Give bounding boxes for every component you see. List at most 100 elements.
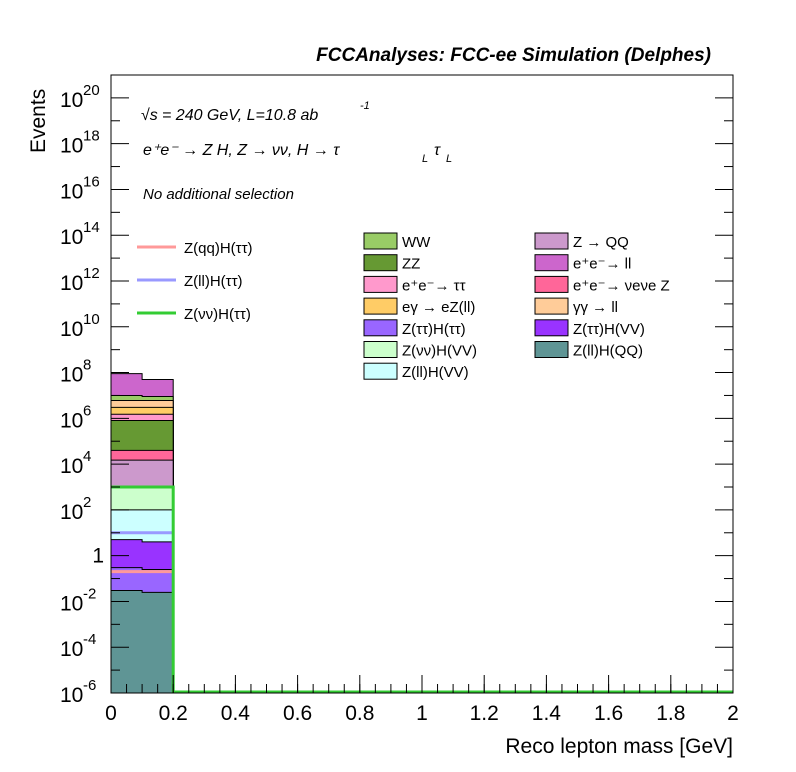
legend-bkg-item: Z(ll)H(QQ) (534, 341, 643, 360)
svg-text:10: 10 (60, 180, 83, 203)
svg-text:-4: -4 (83, 631, 96, 648)
tau-subscript-2: L (446, 153, 452, 165)
svg-text:14: 14 (83, 219, 100, 236)
svg-text:8: 8 (83, 357, 91, 374)
svg-text:Z(ττ)H(VV): Z(ττ)H(VV) (573, 321, 645, 338)
legend-bkg-item: Z(ττ)H(VV) (534, 319, 645, 338)
legend-signal-item: Z(ll)H(ττ) (137, 273, 243, 290)
annotation-process: e⁺e⁻ → Z H, Z → νν, H → τ L τ L (143, 142, 452, 165)
svg-text:6: 6 (83, 402, 91, 419)
svg-text:e⁺e⁻→ νeνe Z: e⁺e⁻→ νeνe Z (573, 277, 670, 294)
legend-bkg-item: e⁺e⁻→ ττ (363, 275, 466, 294)
svg-text:10: 10 (60, 638, 83, 661)
svg-text:10: 10 (60, 272, 83, 295)
svg-text:4: 4 (83, 448, 91, 465)
bar-12 (110, 590, 174, 694)
y-tick-label: 10 -2 (60, 585, 96, 615)
svg-text:20: 20 (83, 82, 100, 99)
x-tick-label: 1 (416, 702, 428, 725)
y-tick-label: 10 10 (60, 311, 100, 341)
y-axis-label: Events (27, 89, 50, 153)
svg-text:Z(ll)H(VV): Z(ll)H(VV) (402, 364, 469, 381)
sqrt-s-symbol: √s (141, 107, 158, 124)
x-tick-label: 1.4 (532, 702, 562, 725)
signal-line-2 (111, 485, 733, 694)
svg-text:10: 10 (60, 89, 83, 112)
y-tick-label: 10 20 (60, 82, 100, 112)
x-tick-label: 0.4 (221, 702, 251, 725)
svg-text:Z(qq)H(ττ): Z(qq)H(ττ) (184, 240, 253, 257)
x-axis: 0 0.2 0.4 0.6 0.8 1 1.2 1.4 1.6 1.8 2 (105, 675, 739, 725)
svg-text:10: 10 (60, 592, 83, 615)
svg-text:12: 12 (83, 265, 100, 282)
svg-text:2: 2 (83, 494, 91, 511)
legend-bkg-item: Z(ll)H(VV) (363, 362, 469, 381)
svg-text:Z(νν)H(ττ): Z(νν)H(ττ) (184, 306, 251, 323)
legend-bkg-item: e⁺e⁻→ νeνe Z (534, 275, 670, 294)
legend-bkg-item: γγ → ll (534, 297, 618, 316)
x-tick-label: 1.8 (656, 702, 685, 725)
svg-text:Z(ll)H(QQ): Z(ll)H(QQ) (573, 343, 643, 360)
legend-bkg-item: ZZ (363, 254, 420, 273)
x-tick-label: 0 (105, 702, 117, 725)
y-tick-label: 10 14 (60, 219, 100, 249)
svg-text:e⁺e⁻→ ττ: e⁺e⁻→ ττ (402, 277, 466, 294)
svg-text:WW: WW (402, 234, 431, 251)
svg-text:-2: -2 (83, 585, 96, 602)
x-tick-label: 0.6 (283, 702, 312, 725)
svg-text:1: 1 (92, 545, 104, 568)
legend-bkg-item: Z(νν)H(VV) (363, 341, 477, 360)
y-tick-label: 10 4 (60, 448, 91, 478)
svg-text:10: 10 (60, 364, 83, 387)
legend-signals: Z(qq)H(ττ) Z(ll)H(ττ) Z(νν)H(ττ) (137, 240, 253, 323)
legend-signal-item: Z(qq)H(ττ) (137, 240, 253, 257)
svg-text:γγ → ll: γγ → ll (573, 299, 618, 316)
annotation-energy: √s = 240 GeV, L=10.8 ab -1 (141, 100, 370, 124)
y-tick-label: 10 18 (60, 128, 100, 158)
x-tick-label: 2 (727, 702, 739, 725)
svg-text:10: 10 (60, 318, 83, 341)
svg-text:10: 10 (60, 684, 83, 707)
y-tick-label: 10 16 (60, 173, 100, 203)
svg-text:e⁺e⁻→ ll: e⁺e⁻→ ll (573, 256, 631, 273)
x-tick-label: 1.2 (470, 702, 499, 725)
y-tick-label: 10 8 (60, 357, 91, 387)
y-tick-label: 10 -6 (60, 677, 96, 707)
svg-text:Z(νν)H(VV): Z(νν)H(VV) (402, 343, 477, 360)
y-tick-label: 1 (92, 545, 104, 568)
svg-text:eγ → eZ(ll): eγ → eZ(ll) (402, 299, 475, 316)
y-tick-label: 10 12 (60, 265, 100, 295)
legend-backgrounds: WW ZZ e⁺e⁻→ ττ eγ → eZ(ll) Z(ττ)H(ττ) Z(νν)H(… (363, 232, 670, 381)
x-tick-label: 1.6 (594, 702, 623, 725)
legend-bkg-item: e⁺e⁻→ ll (534, 254, 631, 273)
svg-text:10: 10 (60, 135, 83, 158)
svg-text:10: 10 (83, 311, 100, 328)
svg-text:10: 10 (60, 409, 83, 432)
signal-lines (111, 485, 733, 694)
tau-subscript-1: L (422, 153, 428, 165)
tau-2: τ (434, 142, 441, 159)
lumi-exponent: -1 (360, 100, 370, 112)
process-text: e⁺e⁻ → Z H, Z → νν, H → τ (143, 142, 340, 159)
x-tick-label: 0.8 (345, 702, 374, 725)
legend-bkg-item: WW (363, 232, 431, 251)
svg-text:Z → QQ: Z → QQ (573, 234, 629, 251)
legend-bkg-item: Z → QQ (534, 232, 629, 251)
svg-text:18: 18 (83, 128, 100, 145)
x-tick-label: 0.2 (159, 702, 188, 725)
y-tick-label: 10 6 (60, 402, 91, 432)
legend-bkg-item: Z(ττ)H(ττ) (363, 319, 466, 338)
svg-text:Z(ll)H(ττ): Z(ll)H(ττ) (184, 273, 243, 290)
svg-text:10: 10 (60, 226, 83, 249)
svg-text:ZZ: ZZ (402, 256, 420, 273)
svg-text:Z(ττ)H(ττ): Z(ττ)H(ττ) (402, 321, 466, 338)
x-axis-label: Reco lepton mass [GeV] (505, 735, 733, 758)
chart-title: FCCAnalyses: FCC-ee Simulation (Delphes) (316, 45, 711, 66)
svg-text:16: 16 (83, 173, 100, 190)
svg-text:10: 10 (60, 455, 83, 478)
selection-text: No additional selection (143, 186, 294, 203)
svg-text:10: 10 (60, 501, 83, 524)
energy-text: = 240 GeV, L=10.8 ab (162, 107, 318, 124)
